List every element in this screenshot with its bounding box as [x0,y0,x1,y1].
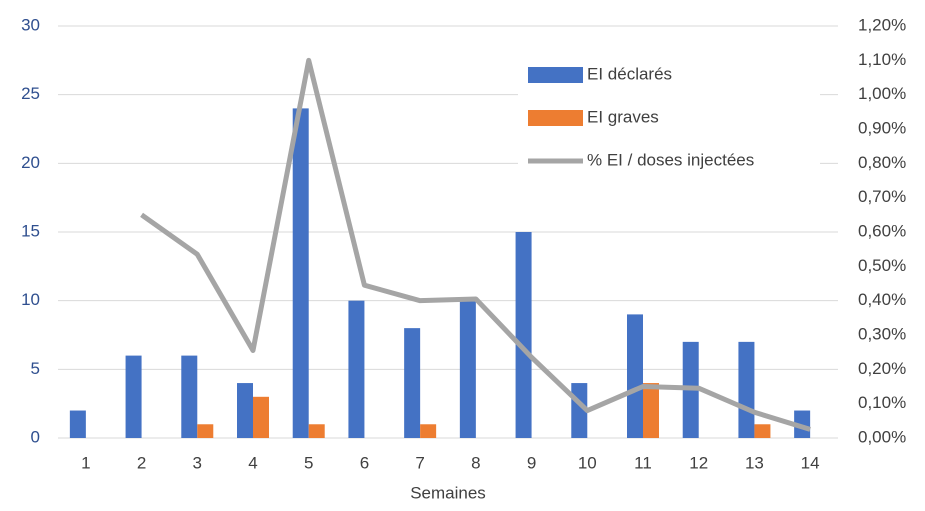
bar [459,300,476,438]
bar [308,424,325,438]
y-tick-label: 25 [21,84,40,103]
bar [643,383,659,438]
y2-tick-label: 0,40% [858,290,906,309]
x-tick-label: 11 [634,453,652,472]
y-tick-label: 30 [21,15,40,34]
y2-tick-label: 1,00% [858,84,906,103]
x-tick-label: 3 [193,453,202,472]
x-tick-label: 14 [801,453,820,472]
x-tick-label: 12 [689,453,708,472]
x-tick-label: 8 [471,453,480,472]
x-tick-label: 6 [360,453,369,472]
bar [197,424,214,438]
y2-tick-label: 0,50% [858,256,906,275]
y2-tick-label: 0,60% [858,221,906,240]
bar [754,424,771,438]
x-tick-label: 13 [745,453,764,472]
bar [420,424,437,438]
legend-label: EI graves [587,107,659,126]
y2-tick-label: 0,30% [858,324,906,343]
x-tick-label: 5 [304,453,313,472]
y-tick-label: 10 [21,290,40,309]
y2-tick-label: 0,70% [858,187,906,206]
bar [515,232,532,438]
bar [794,410,811,438]
y2-tick-label: 0,20% [858,359,906,378]
y2-tick-label: 0,00% [858,427,906,446]
line [140,57,811,432]
y2-tick-label: 0,10% [858,393,906,412]
x-tick-label: 10 [578,453,597,472]
bar [404,328,421,438]
y-tick-label: 5 [31,359,40,378]
bar [738,341,755,438]
y-tick-label: 15 [21,221,40,240]
x-tick-label: 7 [415,453,424,472]
x-tick-label: 1 [81,453,90,472]
legend-swatch [528,67,583,83]
x-tick-label: 4 [248,453,257,472]
y2-tick-label: 1,20% [858,15,906,34]
y-tick-label: 20 [21,153,40,172]
y2-tick-label: 1,10% [858,50,906,69]
bar [69,410,86,438]
bar [348,300,365,438]
y2-tick-label: 0,80% [858,153,906,172]
x-tick-label: 9 [527,453,536,472]
bar [627,314,643,438]
x-tick-label: 2 [137,453,146,472]
y2-tick-label: 0,90% [858,118,906,137]
bar [125,355,142,438]
legend-swatch [528,110,583,126]
bar [253,396,269,438]
bar [292,108,309,439]
y-tick-label: 0 [31,427,40,446]
bar [237,383,253,438]
x-axis-label: Semaines [410,483,486,502]
legend-label: % EI / doses injectées [587,150,754,169]
bar [181,355,198,438]
legend-label: EI déclarés [587,64,672,83]
